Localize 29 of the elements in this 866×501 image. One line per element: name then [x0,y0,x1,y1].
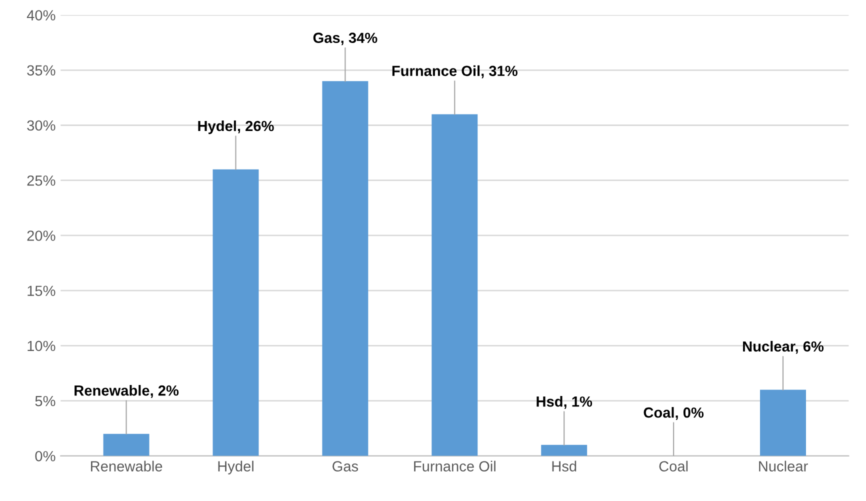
data-label: Hydel, 26% [198,120,274,134]
data-label: Nuclear, 6% [743,340,824,354]
x-tick-label: Furnance Oil [414,460,496,472]
y-tick-label: 30% [27,120,56,131]
y-tick-label: 15% [28,286,56,296]
bar [760,390,806,456]
x-tick-label: Hsd [552,460,576,472]
data-label: Gas, 34% [313,32,378,46]
bar [432,114,478,456]
data-label: Renewable, 2% [74,385,179,398]
y-tick-label: 20% [27,230,56,241]
y-tick-label: 0% [35,451,56,462]
x-tick-label: Nuclear [759,460,808,472]
x-tick-label: Hydel [218,460,254,474]
y-tick-label: 25% [27,175,56,186]
data-label: Furnance Oil, 31% [392,65,518,78]
data-label: Hsd, 1% [536,396,592,409]
y-tick-label: 35% [27,65,56,76]
y-tick-label: 5% [35,396,56,406]
bar [541,444,588,456]
y-tick-label: 10% [28,340,56,352]
data-label: Coal, 0% [644,407,704,420]
x-tick-label: Coal [659,460,688,472]
y-tick-label: 40% [26,10,56,20]
x-tick-label: Renewable [91,460,162,472]
bar [103,434,150,456]
bar [322,81,368,456]
x-tick-label: Gas [332,461,358,472]
bar [212,169,259,456]
